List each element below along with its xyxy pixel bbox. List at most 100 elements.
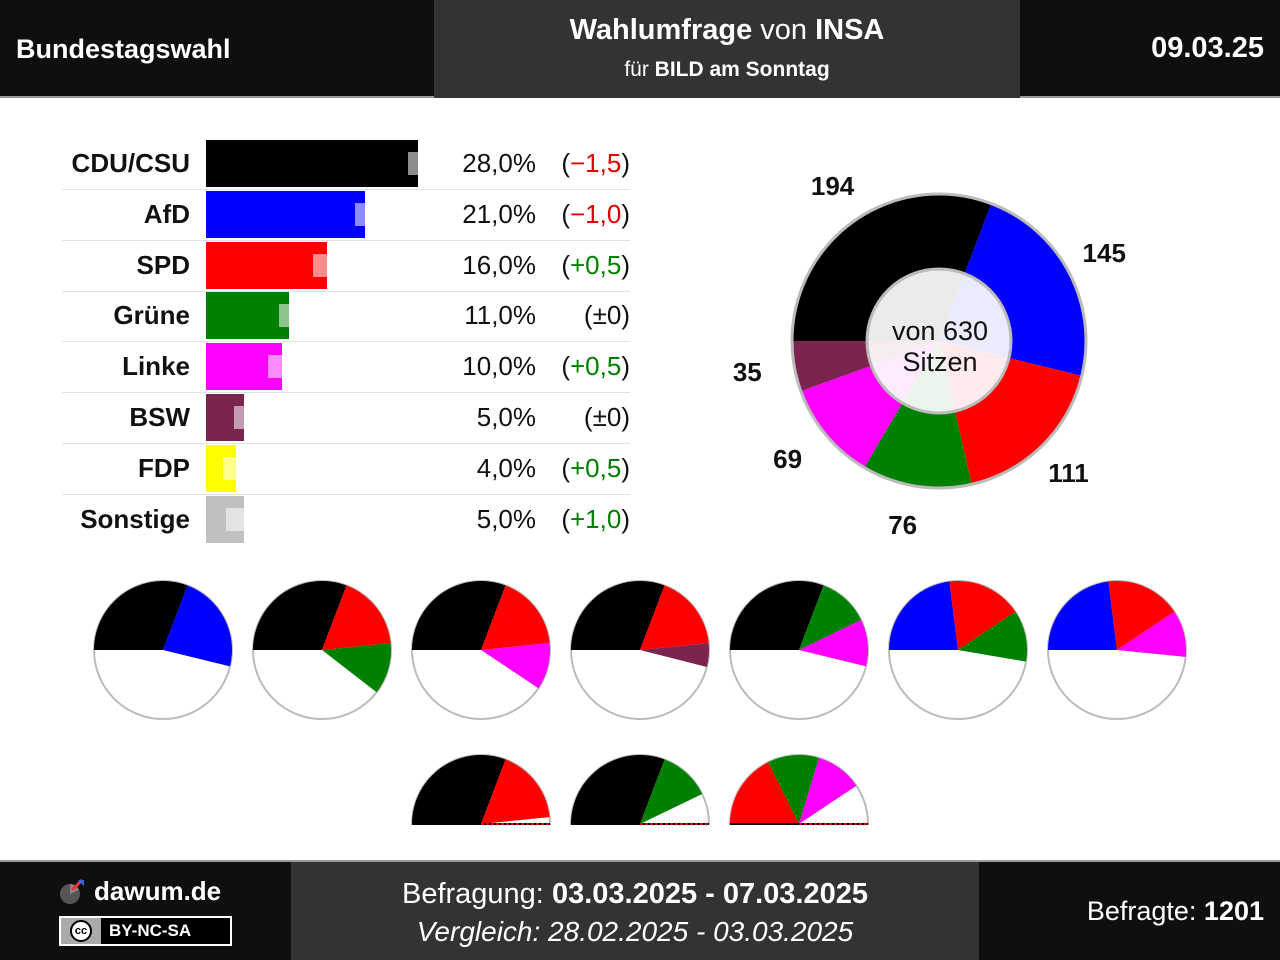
compare-period: Vergleich: 28.02.2025 - 03.03.2025: [291, 916, 979, 948]
row-divider: [62, 443, 630, 444]
value-label-spd: 16,0%: [462, 249, 536, 280]
row-divider: [62, 392, 630, 394]
coalition-slice-gruene: [768, 755, 820, 824]
coalition-charts: [92, 580, 1188, 825]
change-value-sonstige: +1,0: [570, 503, 622, 534]
value-label-cdu-csu: 28,0%: [462, 148, 536, 178]
previous-value-marker-sonstige: [226, 507, 254, 531]
seat-count-linke: 69: [773, 444, 803, 475]
poll-title-word: Wahlumfrage: [569, 14, 753, 46]
coalition-slice-cdu-csu: [571, 755, 665, 824]
row-divider: [62, 341, 630, 343]
coalition-slice-spd: [640, 585, 709, 650]
bar-gruene: [206, 292, 290, 340]
coalition-chart-afd-spd-gruene: [887, 580, 1029, 720]
poll-date: 09.03.25: [1151, 32, 1264, 64]
coalition-chart-cdu-csu-spd-linke: [410, 580, 552, 720]
change-label-linke: (+0,5): [561, 351, 630, 382]
previous-value-marker-spd: [313, 253, 338, 277]
seat-total-line1: von 630: [891, 316, 989, 346]
change-value-bsw: ±0: [592, 402, 622, 432]
change-label-fdp: (+0,5): [561, 452, 630, 483]
change-value-linke: +0,5: [570, 351, 622, 382]
license-text: BY-NC-SA: [109, 921, 192, 940]
compare-period-dates: 28.02.2025 - 03.03.2025: [548, 916, 854, 947]
poll-client-prefix: für: [624, 58, 655, 81]
coalition-slice-bsw: [640, 643, 709, 668]
change-label-sonstige: (+1,0): [561, 503, 630, 534]
row-divider: [62, 189, 630, 190]
seat-count-gruene: 76: [888, 509, 918, 540]
coalition-slice-gruene: [958, 611, 1027, 662]
respondents-value: 1201: [1203, 896, 1264, 926]
poll-client: für BILD am Sonntag: [434, 58, 1020, 82]
bar-row-cdu-csu: CDU/CSU 28,0% (−1,5): [62, 139, 630, 190]
coalition-slice-cdu-csu: [412, 755, 506, 824]
party-label-fdp: FDP: [138, 452, 190, 483]
bar-row-bsw: BSW 5,0% (±0): [62, 393, 630, 444]
poll-title-connector: von: [752, 14, 816, 46]
seat-pie-outline: [790, 192, 1088, 490]
value-label-fdp: 4,0%: [476, 452, 536, 483]
change-label-bsw: (±0): [583, 402, 630, 432]
bar-row-sonstige: Sonstige 5,0% (+1,0): [62, 495, 630, 546]
change-value-gruene: ±0: [592, 300, 622, 331]
seat-count-bsw: 35: [732, 357, 762, 388]
coalition-slice-linke: [481, 643, 550, 689]
seat-pie-center: [865, 267, 1013, 415]
poll-title-block: Wahlumfrage von INSA für BILD am Sonntag: [434, 0, 1020, 98]
coalition-chart-cdu-csu-spd-gruene: [251, 580, 393, 720]
party-label-gruene: Grüne: [113, 300, 190, 331]
survey-period: Befragung: 03.03.2025 - 07.03.2025: [291, 878, 979, 911]
coalition-slice-spd: [949, 581, 1016, 650]
coalition-slice-cdu-csu: [571, 581, 665, 650]
bar-row-fdp: FDP 4,0% (+0,5): [62, 444, 630, 495]
value-label-sonstige: 5,0%: [476, 503, 536, 534]
coalition-slice-cdu-csu: [412, 581, 506, 650]
coalition-slice-cdu-csu: [94, 581, 188, 650]
bar-spd: [206, 241, 328, 289]
party-label-linke: Linke: [122, 351, 190, 382]
pollster-name: INSA: [815, 14, 885, 46]
change-value-fdp: +0,5: [570, 452, 622, 483]
row-divider: [62, 239, 630, 241]
value-label-afd: 21,0%: [462, 198, 536, 229]
footer-bar: dawum.de cc BY-NC-SA Befragung: 03.03.20…: [0, 860, 1280, 960]
coalition-slice-afd: [1048, 581, 1117, 650]
poll-client-name: BILD am Sonntag: [654, 58, 830, 81]
respondents-label: Befragte:: [1086, 896, 1204, 926]
value-label-bsw: 5,0%: [476, 402, 536, 432]
party-label-sonstige: Sonstige: [80, 503, 190, 534]
coalition-slice-cdu-csu: [253, 581, 347, 650]
header-bar: Bundestagswahl Wahlumfrage von INSA für …: [0, 0, 1280, 98]
coalition-slice-afd: [889, 581, 958, 650]
coalition-chart-afd-spd-linke: [1046, 580, 1188, 720]
bar-row-linke: Linke 10,0% (+0,5): [62, 342, 630, 394]
bar-row-afd: AfD 21,0% (−1,0): [62, 190, 630, 241]
dawum-logo-icon: [60, 878, 84, 904]
change-value-cdu-csu: −1,5: [570, 148, 622, 178]
coalition-slice-spd: [730, 762, 799, 824]
previous-value-marker-linke: [267, 355, 292, 379]
creative-commons-icon: cc: [61, 918, 101, 944]
row-divider: [62, 290, 630, 292]
seat-distribution-chart: [790, 192, 1088, 490]
coalition-chart-cdu-csu-afd: [92, 580, 234, 720]
seat-count-afd: 145: [1082, 238, 1126, 269]
coalition-slice-spd: [322, 585, 391, 650]
seat-total-label: von 630 Sitzen: [868, 316, 1012, 378]
coalition-slice-spd: [481, 585, 550, 650]
brand[interactable]: dawum.de: [58, 876, 221, 907]
value-label-linke: 10,0%: [462, 351, 536, 382]
bar-row-gruene: Grüne 11,0% (±0): [62, 291, 630, 343]
bar-row-spd: SPD 16,0% (+0,5): [62, 241, 630, 292]
coalition-slice-linke: [799, 620, 868, 667]
survey-period-label: Befragung:: [401, 878, 552, 910]
party-label-bsw: BSW: [129, 402, 190, 432]
coalition-slice-spd: [1108, 581, 1175, 650]
seat-count-spd: 111: [1048, 458, 1089, 489]
coalition-slice-afd: [163, 585, 232, 667]
coalition-slice-gruene: [640, 759, 703, 824]
license-badge[interactable]: cc BY-NC-SA: [59, 916, 232, 946]
coalition-slice-gruene: [799, 585, 862, 650]
